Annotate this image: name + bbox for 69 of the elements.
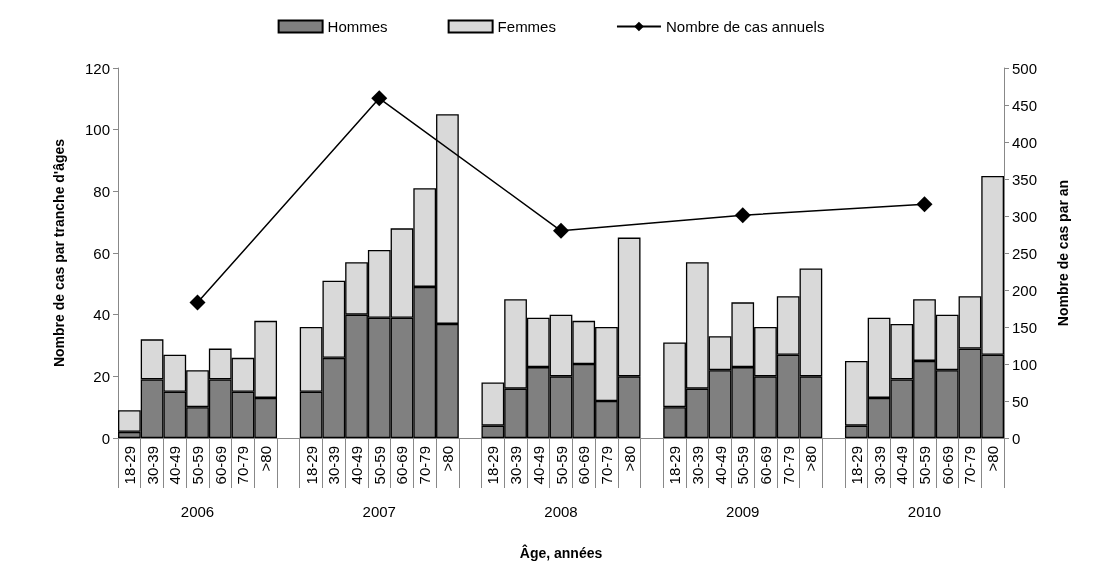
x-tick-label: 40-49 [711,446,729,485]
point [734,207,751,224]
y2-tick-label: 500 [1012,59,1038,77]
y2-axis-title: Nombre de cas par an [1055,179,1071,327]
text: 2006 [180,503,215,520]
y2-tick-label: 300 [1012,207,1038,225]
y-tick-label: 40 [93,306,110,324]
x-tick-label: >80 [802,446,820,472]
text: 2010 [907,503,942,520]
x-tick-label: 70-79 [416,446,434,485]
x-tick-label: 30-39 [870,446,888,485]
x-tick-label: 70-79 [961,446,979,485]
x-tick-label: >80 [257,446,275,472]
text: 2007 [362,503,396,520]
x-tick-label: 18-29 [847,446,865,485]
x-tick-label: 18-29 [302,446,320,485]
y-axis-title: Nombre de cas par tranche d'âges [51,138,67,368]
x-tick-label: 60-69 [575,446,593,485]
y-tick-label: 100 [84,121,110,139]
x-tick-label: >80 [984,446,1002,472]
x-tick-label: 70-79 [597,446,615,485]
y2-tick-label: 450 [1012,96,1038,114]
x-tick-label: 30-39 [688,446,706,485]
x-tick-label: 40-49 [166,446,184,485]
x-tick-label: >80 [438,446,456,472]
point [916,196,933,213]
point [371,90,388,107]
point [189,294,206,311]
text: 2009 [726,503,760,520]
y2-tick-label: 50 [1012,392,1029,410]
x-tick-label: >80 [620,446,638,472]
y-tick-label: 20 [93,367,110,385]
x-tick-label: 30-39 [325,446,343,485]
x-tick-label: 50-59 [552,446,570,485]
x-tick-label: 30-39 [143,446,161,485]
x-tick-label: 50-59 [734,446,752,485]
x-tick-label: 18-29 [666,446,684,485]
y2-tick-label: 350 [1012,170,1038,188]
y2-tick-label: 0 [1012,429,1021,447]
y-tick-label: 60 [93,244,110,262]
x-tick-label: 60-69 [393,446,411,485]
y-tick-label: 0 [101,429,110,447]
x-tick-label: 70-79 [779,446,797,485]
y2-tick-label: 250 [1012,244,1038,262]
x-tick-label: 40-49 [529,446,547,485]
point [553,222,569,239]
legend-label: Femmes [497,18,556,35]
x-tick-label: 60-69 [211,446,229,485]
x-tick-label: 40-49 [348,446,366,485]
x-tick-label: 50-59 [915,446,933,485]
x-tick-label: 30-39 [507,446,525,485]
x-tick-label: 60-69 [756,446,774,485]
y-tick-label: 80 [93,182,110,200]
text: 2008 [544,503,578,520]
x-tick-label: 70-79 [234,446,252,485]
x-tick-label: 50-59 [189,446,207,485]
y2-tick-label: 400 [1012,133,1038,151]
x-tick-label: 18-29 [120,446,138,485]
x-tick-label: 40-49 [893,446,911,485]
x-tick-label: 18-29 [484,446,502,485]
y2-tick-label: 150 [1012,318,1038,336]
x-tick-label: 50-59 [370,446,388,485]
y-tick-label: 120 [84,59,110,77]
y2-tick-label: 100 [1012,355,1038,373]
y2-tick-label: 200 [1012,281,1038,299]
legend-label: Nombre de cas annuels [665,18,825,35]
x-tick-label: 60-69 [938,446,956,485]
x-axis-title: Âge, années [519,544,603,561]
legend-label: Hommes [327,18,388,35]
